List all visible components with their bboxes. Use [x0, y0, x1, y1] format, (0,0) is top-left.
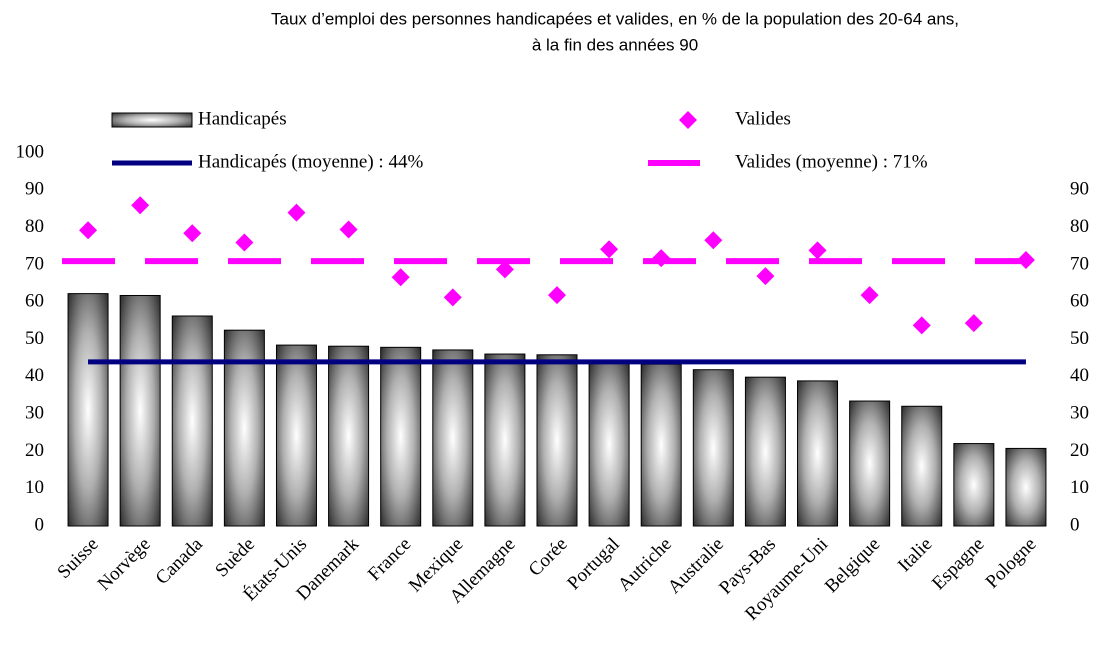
marker [548, 286, 566, 305]
chart-title: Taux d’emploi des personnes handicapées … [271, 9, 959, 28]
y-tick-label: 100 [16, 141, 45, 162]
bar [953, 443, 995, 527]
legend-label: Handicapés [198, 108, 287, 129]
marker [704, 231, 723, 250]
y-tick-label: 50 [25, 328, 44, 349]
y-tick-label: 30 [25, 402, 44, 423]
chart-title: à la fin des années 90 [532, 35, 698, 54]
bar [640, 363, 682, 527]
y2-tick-label: 50 [1070, 328, 1089, 349]
bar [536, 354, 578, 527]
x-tick-label: Canada [152, 533, 208, 589]
marker [339, 220, 358, 239]
x-tick-label: Italie [894, 534, 936, 576]
legend-label: Valides [735, 108, 791, 129]
y-tick-label: 80 [25, 216, 44, 237]
marker [391, 268, 410, 287]
y-tick-label: 60 [25, 291, 44, 312]
y2-tick-label: 30 [1070, 402, 1089, 423]
y-tick-label: 0 [35, 514, 45, 535]
y2-tick-label: 20 [1070, 440, 1089, 461]
bar [797, 380, 839, 527]
marker [600, 240, 619, 259]
y2-tick-label: 10 [1070, 477, 1089, 498]
bar [171, 315, 213, 527]
marker [235, 233, 254, 252]
bar [119, 294, 161, 527]
bar [432, 349, 474, 527]
bar [588, 361, 630, 527]
bar [692, 369, 734, 527]
y2-tick-label: 90 [1070, 179, 1089, 200]
legend-label: Valides (moyenne) : 71% [735, 151, 928, 172]
y2-tick-label: 40 [1070, 365, 1089, 386]
x-tick-label: Suède [211, 534, 259, 582]
y-tick-label: 90 [25, 179, 44, 200]
x-tick-label: Pologne [982, 534, 1041, 593]
bar [1005, 447, 1047, 527]
bar [849, 400, 891, 527]
y-tick-label: 40 [25, 365, 44, 386]
marker [183, 224, 202, 243]
y2-tick-label: 80 [1070, 216, 1089, 237]
marker [79, 221, 98, 240]
x-tick-label: Suisse [53, 534, 102, 583]
x-tick-label: Corée [525, 534, 572, 581]
y2-tick-label: 0 [1070, 514, 1080, 535]
legend-label: Handicapés (moyenne) : 44% [198, 151, 423, 172]
bar [275, 344, 317, 527]
marker [808, 241, 827, 260]
x-tick-label: Portugal [563, 534, 623, 594]
legend-swatch [111, 112, 193, 128]
marker [756, 267, 775, 286]
legend-swatch [679, 111, 697, 129]
y2-tick-label: 70 [1070, 253, 1089, 274]
y-tick-label: 70 [25, 253, 44, 274]
marker [287, 203, 306, 222]
marker [495, 260, 514, 279]
x-tick-label: Norvège [94, 534, 155, 595]
y2-tick-label: 60 [1070, 291, 1089, 312]
x-tick-label: Belgique [821, 534, 884, 597]
y-tick-label: 20 [25, 440, 44, 461]
bar [484, 353, 526, 527]
bar [901, 405, 943, 527]
bar [328, 345, 370, 527]
bar [67, 293, 109, 527]
y-tick-label: 10 [25, 477, 44, 498]
marker [964, 314, 983, 333]
marker [443, 288, 462, 307]
x-tick-label: Espagne [928, 534, 988, 594]
bar [380, 346, 422, 527]
bar [744, 376, 786, 527]
marker [131, 196, 150, 215]
marker [860, 286, 879, 305]
marker [912, 316, 931, 335]
